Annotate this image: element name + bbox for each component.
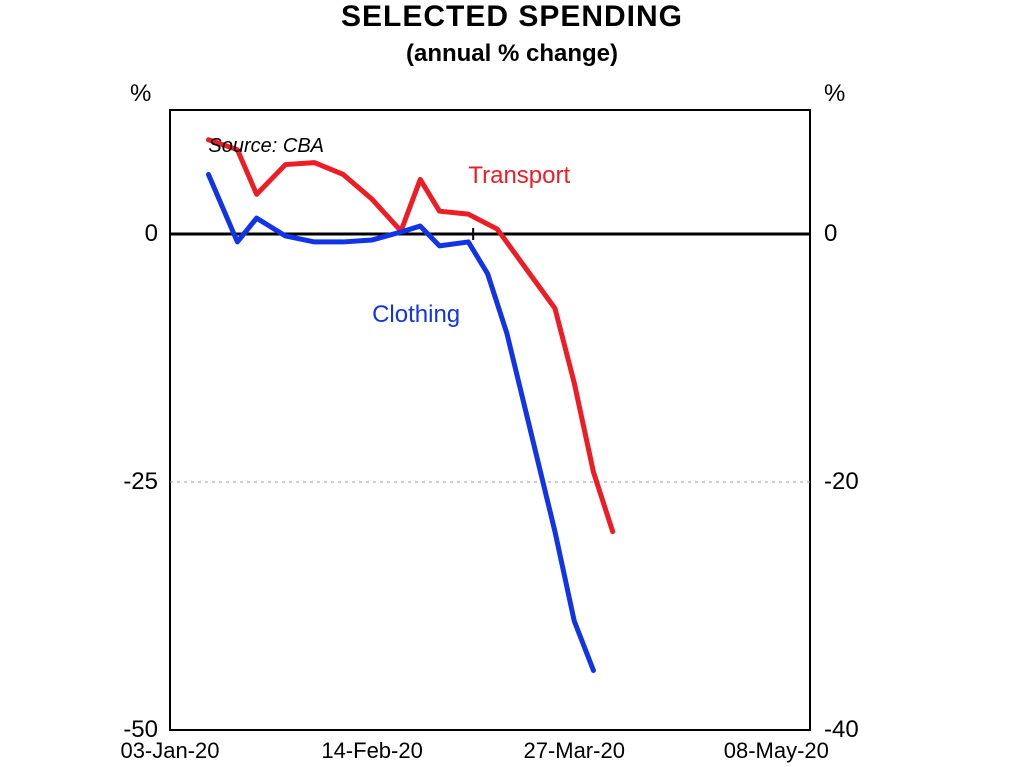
spending-chart: SELECTED SPENDING (annual % change) % % … [0, 0, 1024, 767]
y-left-tick: -25 [123, 468, 158, 496]
source-label: Source: CBA [208, 135, 324, 158]
x-tick: 14-Feb-20 [312, 738, 432, 764]
y-right-unit: % [824, 80, 845, 108]
y-right-tick: -20 [824, 468, 859, 496]
x-tick: 08-May-20 [716, 738, 836, 764]
y-right-tick: 0 [824, 220, 837, 248]
chart-canvas [0, 0, 1024, 767]
y-left-unit: % [130, 80, 151, 108]
y-left-tick: 0 [145, 220, 158, 248]
series-label-transport: Transport [468, 162, 570, 190]
x-tick: 03-Jan-20 [110, 738, 230, 764]
series-label-clothing: Clothing [372, 301, 460, 329]
x-tick: 27-Mar-20 [514, 738, 634, 764]
